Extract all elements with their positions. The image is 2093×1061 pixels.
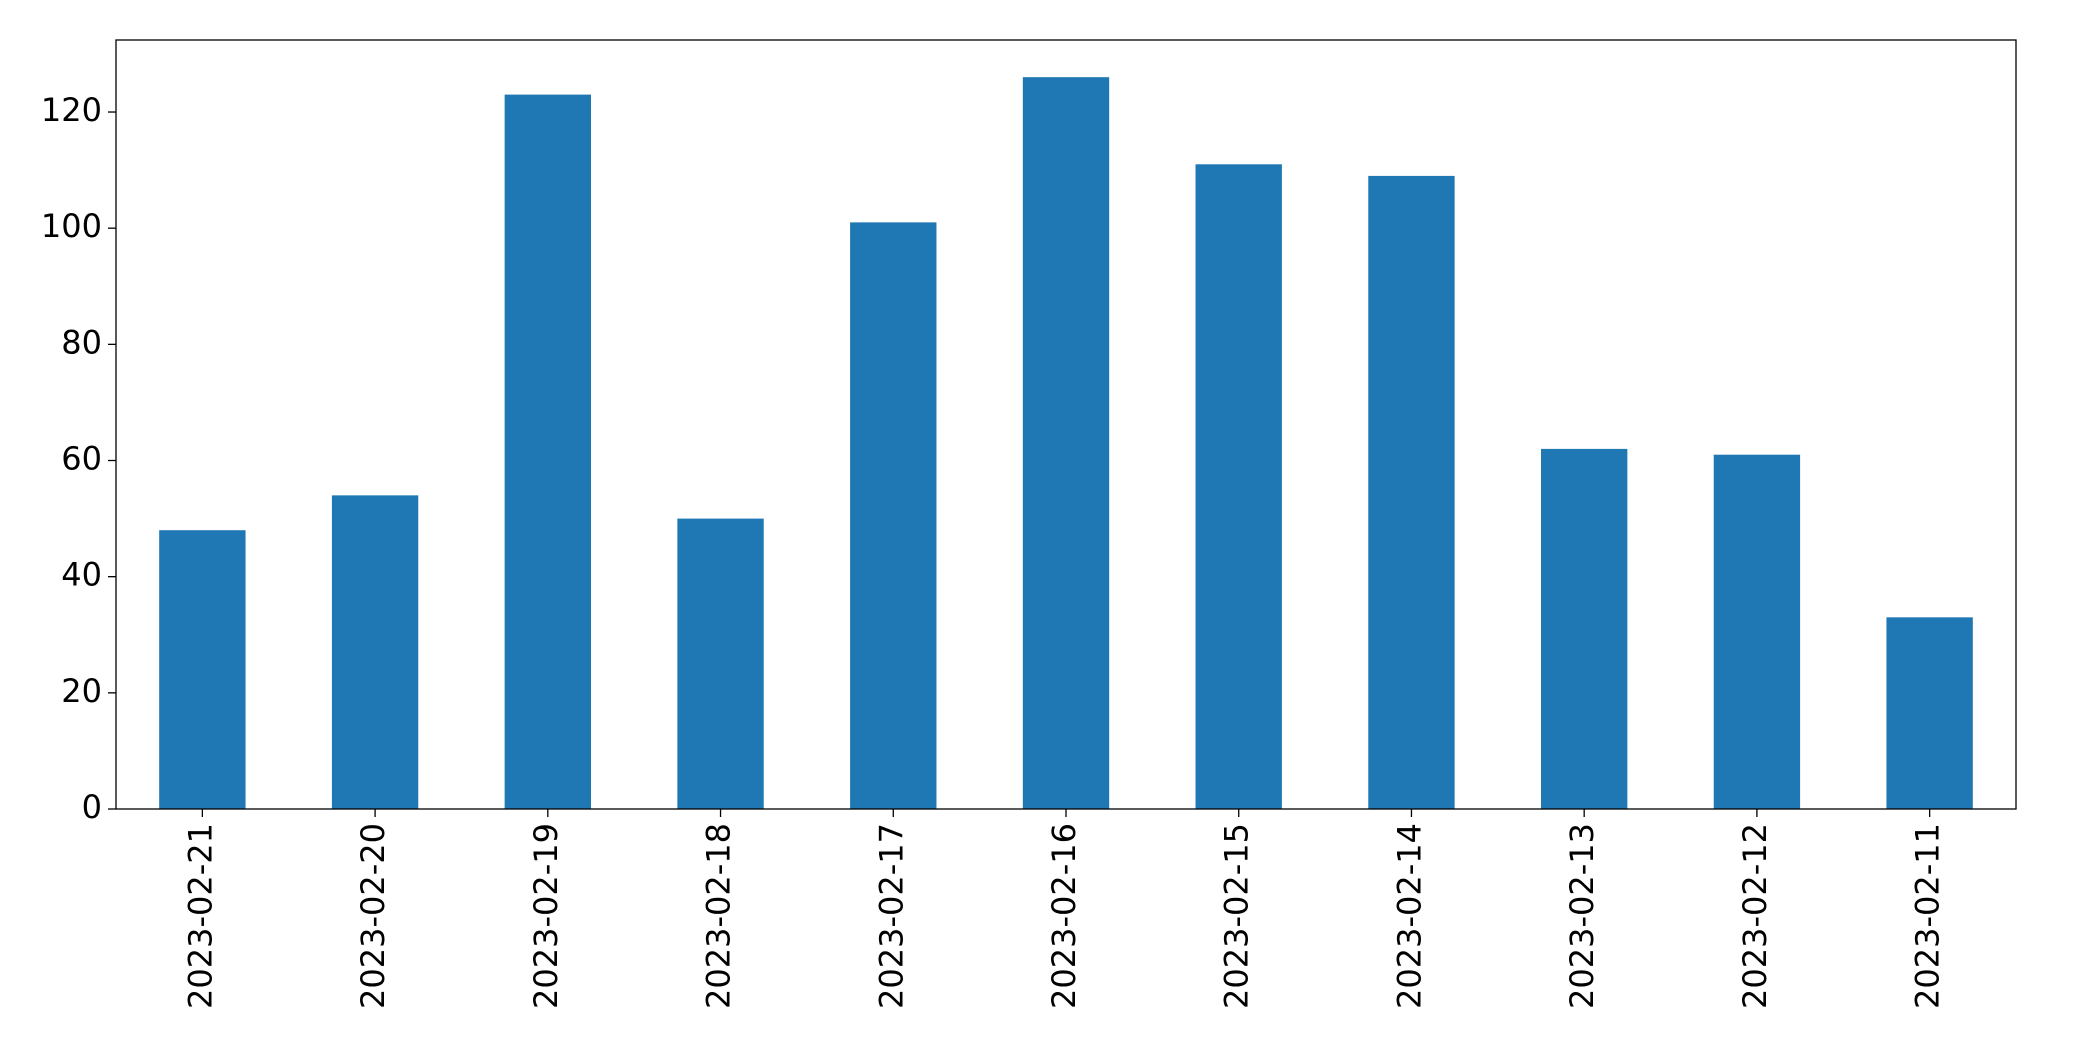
- x-tick-label: 2023-02-19: [527, 823, 565, 1009]
- x-tick-label: 2023-02-21: [181, 823, 219, 1009]
- bar: [504, 94, 591, 809]
- x-tick-label: 2023-02-11: [1909, 823, 1947, 1009]
- bar: [1195, 164, 1282, 809]
- y-tick-label: 100: [41, 207, 102, 245]
- y-tick-label: 80: [61, 323, 102, 361]
- x-tick-label: 2023-02-16: [1045, 823, 1083, 1009]
- y-tick-label: 0: [82, 788, 102, 826]
- bar: [850, 222, 937, 810]
- bar: [331, 495, 419, 809]
- bar: [1886, 617, 1973, 809]
- y-tick-label: 20: [61, 672, 102, 710]
- x-tick-label: 2023-02-17: [872, 823, 910, 1009]
- y-tick-label: 60: [61, 440, 102, 478]
- x-tick-label: 2023-02-14: [1390, 823, 1428, 1009]
- bar: [1713, 454, 1801, 809]
- x-tick-label: 2023-02-12: [1736, 823, 1774, 1009]
- plot-frame: [115, 39, 2017, 810]
- y-tick-label: 40: [61, 556, 102, 594]
- y-tick-label: 120: [41, 91, 102, 129]
- x-tick-label: 2023-02-18: [700, 823, 738, 1009]
- x-tick-label: 2023-02-15: [1218, 823, 1256, 1009]
- x-tick-label: 2023-02-20: [354, 823, 392, 1009]
- bar: [159, 530, 246, 809]
- bar: [1022, 77, 1110, 810]
- x-tick-label: 2023-02-13: [1563, 823, 1601, 1009]
- bar: [1541, 448, 1628, 809]
- bar: [677, 518, 764, 809]
- bar: [1368, 175, 1455, 809]
